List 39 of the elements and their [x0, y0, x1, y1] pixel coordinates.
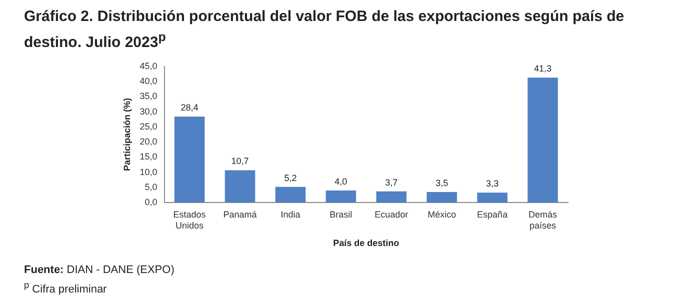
y-tick-label: 45,0: [140, 60, 158, 71]
bar: [174, 116, 205, 203]
text: $^{p}$ Cifra preliminar: [24, 279, 108, 295]
bar: [477, 192, 508, 203]
y-tick-label: 25,0: [140, 121, 158, 132]
bar: [275, 186, 306, 203]
y-tick-label: 35,0: [140, 91, 158, 102]
data-label: 5,2: [284, 172, 297, 183]
data-label: 3,5: [436, 178, 448, 188]
bar: [326, 190, 356, 203]
x-tick-label: Panamá: [223, 209, 257, 220]
bar: [426, 192, 457, 203]
y-tick-label: 0,0: [144, 197, 158, 208]
y-axis-title: Participación (%): [122, 98, 132, 172]
y-tick-label: 40,0: [140, 76, 158, 86]
x-tick-label: Brasil: [330, 209, 352, 220]
data-label: 41,3: [534, 64, 552, 74]
y-tick-label: 15,0: [140, 152, 158, 162]
x-tick-label: Ecuador: [374, 209, 408, 220]
data-label: 4,0: [334, 176, 348, 186]
x-tick-label: México: [428, 209, 456, 220]
x-tick-label: Demás países: [528, 209, 558, 230]
y-tick-label: 5,0: [144, 182, 158, 192]
x-tick-label: India: [280, 209, 300, 220]
y-tick-label: 10,0: [140, 166, 158, 177]
chart-title: Gráfico 2. Distribución porcentual del valor FOB de las exportaciones según país de destino. Julio 2023$^{p}$: [24, 7, 626, 53]
bar: [376, 191, 407, 203]
y-tick-label: 20,0: [140, 136, 158, 147]
bar: [224, 170, 256, 203]
data-label: 3,7: [385, 177, 398, 188]
x-tick-label: Estados Unidos: [173, 209, 206, 230]
data-label: 3,3: [486, 178, 499, 189]
x-tick-label: España: [477, 209, 508, 220]
data-label: 28,4: [180, 102, 198, 113]
data-label: 10,7: [231, 156, 249, 166]
x-axis-title: País de destino: [333, 238, 400, 248]
bar: [528, 78, 558, 203]
source-note: Fuente: DIAN - DANE (EXPO): [24, 263, 174, 278]
y-tick-label: 30,0: [140, 106, 158, 116]
